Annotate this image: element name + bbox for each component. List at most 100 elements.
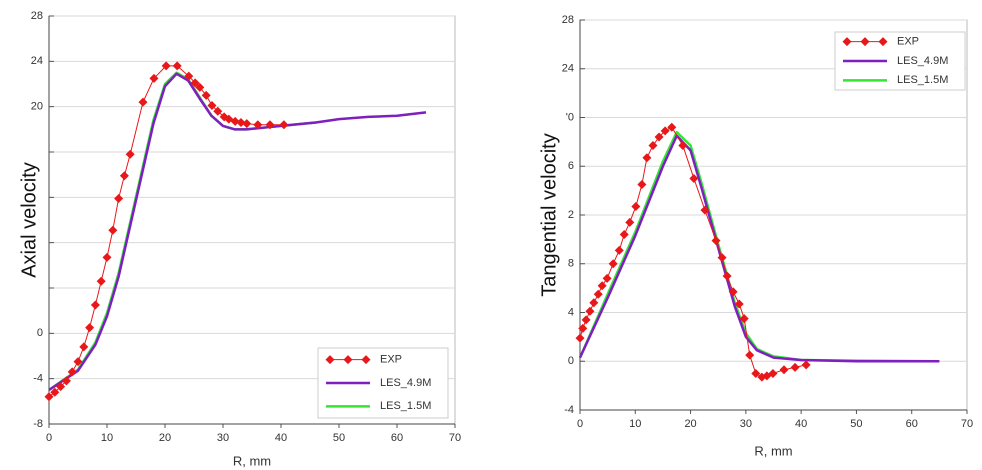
data-point [61, 376, 71, 386]
x-tick-label: 30 [217, 432, 229, 444]
data-point [102, 252, 112, 262]
y-tick-label: 28 [31, 10, 43, 22]
chart: -8 -4 0 20 24 28 0 10 20 30 40 50 60 70 R, mm Axial vel… [18, 10, 461, 469]
y-tick-label: 0 [568, 355, 574, 367]
x-tick-label: 20 [159, 432, 171, 444]
data-point [108, 225, 118, 235]
data-point [648, 141, 658, 151]
data-point [689, 173, 699, 183]
legend-marker [361, 355, 371, 365]
data-point [79, 342, 89, 352]
y-tick-label: -8 [33, 418, 43, 430]
x-tick-label: 40 [275, 432, 287, 444]
x-tick-label: 50 [850, 418, 862, 430]
data-point [67, 367, 77, 377]
x-tick-label: 0 [46, 432, 52, 444]
data-point [85, 323, 95, 333]
data-point [589, 298, 599, 308]
data-point [728, 287, 738, 297]
data-point [50, 387, 60, 397]
data-point [779, 365, 789, 375]
data-point [213, 106, 223, 116]
data-point [265, 120, 275, 130]
data-point [667, 122, 677, 132]
x-tick-label: 70 [961, 418, 973, 430]
x-tick-label: 10 [629, 418, 641, 430]
data-point [114, 193, 124, 203]
x-tick-label: 70 [449, 432, 461, 444]
data-point [608, 259, 618, 269]
y-tick-label: 20 [31, 101, 43, 113]
legend-marker [878, 37, 888, 47]
data-point [190, 78, 200, 88]
y-tick-label: 6 [568, 160, 574, 172]
y-tick-label: 24 [31, 55, 43, 67]
data-point [654, 132, 664, 142]
data-point [242, 119, 252, 129]
y-tick-label: 24 [562, 63, 574, 75]
data-point [597, 281, 607, 291]
data-point [253, 120, 263, 130]
data-point [236, 118, 246, 128]
legend-marker [842, 37, 852, 47]
data-point [125, 149, 135, 159]
data-point [637, 180, 647, 190]
x-tick-label: 50 [333, 432, 345, 444]
y-tick-label: 0 [37, 327, 43, 339]
y-tick-label: 8 [568, 258, 574, 270]
legend-marker [325, 355, 335, 365]
data-point [90, 300, 100, 310]
data-point [625, 217, 635, 227]
data-point [172, 61, 182, 71]
data-point [581, 315, 591, 325]
data-point [575, 333, 585, 343]
y-tick-label: 4 [568, 306, 574, 318]
legend-marker [860, 37, 870, 47]
legend-label: LES_4.9M [380, 377, 431, 389]
x-tick-label: 30 [740, 418, 752, 430]
data-point [619, 230, 629, 239]
data-point [230, 116, 240, 126]
x-axis-label: R, mm [233, 453, 271, 468]
legend-label: LES_4.9M [897, 55, 948, 67]
data-point [201, 90, 211, 100]
data-point [790, 362, 800, 372]
data-point [751, 368, 761, 378]
x-tick-label: 20 [684, 418, 696, 430]
data-point [642, 153, 652, 163]
x-tick-label: 60 [391, 432, 403, 444]
data-point [96, 276, 106, 286]
data-point [138, 97, 148, 107]
data-point [717, 253, 727, 263]
data-point [585, 306, 595, 316]
x-tick-label: 10 [101, 432, 113, 444]
y-tick-label: 28 [562, 14, 574, 26]
y-axis-label: Axial velocity [18, 162, 40, 278]
x-tick-label: 40 [795, 418, 807, 430]
y-tick-label: 2 [568, 209, 574, 221]
data-point [161, 61, 171, 71]
y-axis-label: Tangential velocity [538, 133, 560, 296]
data-point [739, 314, 749, 324]
y-tick-label: -4 [33, 373, 43, 385]
data-point [119, 171, 129, 181]
data-point [678, 141, 688, 151]
data-point [711, 236, 721, 246]
data-point [602, 273, 612, 283]
data-point [614, 245, 624, 255]
legend-label: EXP [380, 354, 402, 366]
x-tick-label: 0 [577, 418, 583, 430]
y-tick-label: -4 [564, 404, 574, 416]
legend-label: EXP [897, 36, 919, 48]
y-tick-label: '0 [566, 111, 574, 123]
data-point [768, 368, 778, 378]
legend-marker [343, 355, 353, 365]
legend-label: LES_1.5M [897, 74, 948, 86]
legend-label: LES_1.5M [380, 400, 431, 412]
series-line [48, 72, 427, 392]
data-point [801, 360, 811, 370]
data-point [44, 392, 54, 402]
data-point [149, 73, 159, 83]
data-point [631, 201, 641, 211]
